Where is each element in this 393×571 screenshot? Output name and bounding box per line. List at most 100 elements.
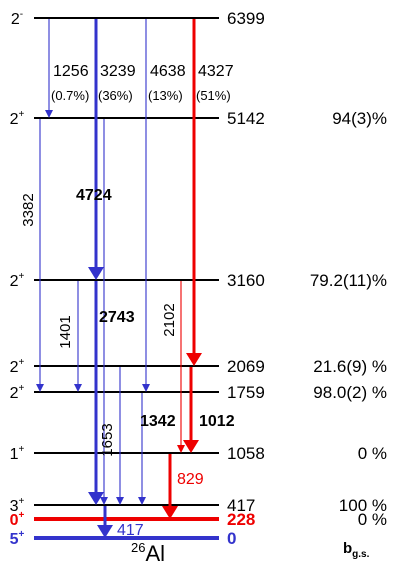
level-spin-parity: 5+ (10, 529, 25, 548)
level-spin-parity: 0+ (10, 510, 25, 529)
level-3160: 2+ 3160 79.2(11)% (10, 271, 387, 290)
spin-value: 2 (10, 385, 19, 402)
transition-arrow-head (142, 384, 150, 392)
transition-arrow-head (162, 506, 178, 519)
transition-energy-label: 1342 (140, 413, 176, 430)
transition-energy-label: 4327 (198, 63, 234, 80)
ground-state-branching-header: bg.s. (343, 540, 370, 560)
level-spin-parity: 2+ (10, 383, 25, 402)
spin-value: 3 (10, 498, 19, 515)
transition-arrow-head (88, 492, 104, 505)
transition-energy-label: 1256 (53, 63, 89, 80)
transition-4724 (100, 119, 108, 505)
bgs-header-subscript: g.s. (352, 549, 369, 560)
level-branching: 98.0(2) % (313, 383, 387, 402)
transition-arrow-head (45, 110, 53, 118)
parity-sign: + (19, 271, 25, 282)
level-branching: 0 % (358, 510, 387, 529)
spin-value: 2 (10, 111, 19, 128)
transition-energy-label: 417 (117, 522, 144, 539)
transition-829 (162, 454, 178, 519)
transition-3382 (36, 119, 44, 392)
spin-value: 2 (11, 11, 20, 28)
level-branching: 100 % (339, 496, 387, 515)
transition-1401 (74, 281, 82, 392)
transition-energy-label: 1012 (199, 413, 235, 430)
transition-arrow-head (100, 497, 108, 505)
level-energy: 228 (227, 510, 255, 529)
bgs-header-main: b (343, 540, 352, 557)
transition-4638 (142, 19, 150, 392)
transition-energy-label: 4724 (76, 187, 112, 204)
level-energy: 5142 (227, 109, 265, 128)
transition-energy-label: 4638 (150, 63, 186, 80)
level-spin-parity: 2+ (10, 271, 25, 290)
level-spin-parity: 1+ (10, 444, 25, 463)
level-energy: 1058 (227, 444, 265, 463)
parity-sign: + (19, 444, 25, 455)
transition-1653 (116, 367, 124, 505)
level-0: 5+ 0 (10, 529, 237, 548)
parity-sign: + (19, 529, 25, 540)
level-spin-parity: 2+ (10, 109, 25, 128)
level-branching: 0 % (358, 444, 387, 463)
level-spin-parity: 2+ (10, 357, 25, 376)
spin-value: 5 (10, 531, 19, 548)
transition-1342 (138, 393, 146, 505)
transition-energy-label: 3382 (20, 193, 37, 226)
transition-arrow-head (138, 497, 146, 505)
parity-sign: + (19, 510, 25, 521)
parity-sign: - (20, 9, 23, 20)
parity-sign: + (19, 496, 25, 507)
nucleus-mass-number: 26 (131, 540, 145, 555)
transition-branch-label: (36%) (98, 88, 133, 103)
transition-branch-label: (0.7%) (51, 88, 89, 103)
level-6399: 2- 6399 (11, 9, 265, 28)
nucleus-label: 26Al (131, 540, 165, 566)
spin-value: 1 (10, 446, 19, 463)
transition-energy-label: 3239 (100, 63, 136, 80)
transition-arrow-head (97, 525, 113, 538)
spin-value: 2 (10, 273, 19, 290)
transition-energy-label: 1653 (99, 423, 116, 456)
level-spin-parity: 3+ (10, 496, 25, 515)
transition-arrow-head (186, 353, 202, 366)
level-energy: 3160 (227, 271, 265, 290)
level-417: 3+ 417 100 % (10, 496, 387, 515)
transition-energy-label: 1401 (57, 315, 74, 348)
level-energy: 6399 (227, 9, 265, 28)
transition-4327 (186, 19, 202, 366)
transition-energy-label: 2743 (99, 309, 135, 326)
level-energy: 0 (227, 529, 236, 548)
level-228: 0+ 228 0 % (10, 510, 387, 529)
transition-arrow-head (88, 267, 104, 280)
transition-arrow-head (36, 384, 44, 392)
level-2069: 2+ 2069 21.6(9) % (10, 357, 387, 376)
level-1058: 1+ 1058 0 % (10, 444, 387, 463)
level-energy: 1759 (227, 383, 265, 402)
parity-sign: + (19, 357, 25, 368)
level-energy: 2069 (227, 357, 265, 376)
transition-2743 (88, 281, 104, 505)
parity-sign: + (19, 109, 25, 120)
transition-3239 (88, 19, 104, 280)
nucleus-symbol: Al (145, 541, 165, 566)
transition-labels: 1256 (0.7%) 3239 (36%) 4638 (13%) 4327 (51%) 338… (20, 63, 235, 539)
level-spin-parity: 2- (11, 9, 23, 28)
transition-energy-label: 2102 (161, 303, 178, 336)
parity-sign: + (19, 383, 25, 394)
gamma-transitions (36, 19, 202, 538)
transition-branch-label: (13%) (148, 88, 183, 103)
spin-value: 0 (10, 512, 19, 529)
level-branching: 79.2(11)% (310, 271, 387, 290)
level-branching: 21.6(9) % (313, 357, 387, 376)
transition-arrow-head (183, 440, 199, 453)
transition-arrow-head (74, 384, 82, 392)
transition-2102 (177, 281, 185, 453)
transition-417 (97, 506, 113, 538)
transition-1012 (183, 367, 199, 453)
transition-branch-label: (51%) (196, 88, 231, 103)
level-branching: 94(3)% (332, 109, 387, 128)
